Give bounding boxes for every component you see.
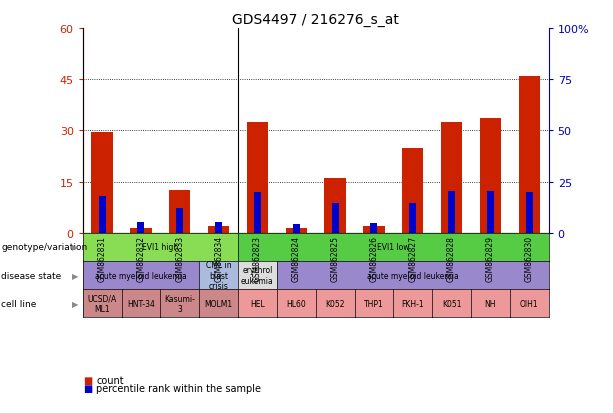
Bar [286, 228, 307, 233]
Bar [364, 226, 384, 233]
Bar [480, 119, 501, 233]
Text: percentile rank within the sample: percentile rank within the sample [96, 383, 261, 393]
Text: THP1: THP1 [364, 299, 384, 308]
Text: GSM862831: GSM862831 [97, 235, 107, 281]
Text: ▶: ▶ [72, 271, 78, 280]
Bar [131, 228, 151, 233]
Text: genotype/variation: genotype/variation [1, 243, 88, 252]
Text: GSM862833: GSM862833 [175, 235, 185, 281]
Text: CML in
blast
crisis: CML in blast crisis [206, 261, 232, 290]
Bar [448, 192, 455, 233]
Text: ▶: ▶ [72, 299, 78, 308]
Text: MOLM1: MOLM1 [205, 299, 233, 308]
Bar [137, 222, 145, 233]
Text: GSM862829: GSM862829 [486, 235, 495, 281]
Bar [324, 179, 346, 233]
Bar [254, 192, 261, 233]
Text: Kasumi-
3: Kasumi- 3 [164, 294, 196, 313]
Bar [487, 192, 494, 233]
Text: GSM862830: GSM862830 [525, 235, 534, 281]
Bar [370, 223, 378, 233]
Text: GSM862826: GSM862826 [370, 235, 378, 281]
Text: ■: ■ [83, 375, 92, 385]
Text: GSM862828: GSM862828 [447, 235, 456, 281]
Text: HL60: HL60 [286, 299, 306, 308]
Text: HNT-34: HNT-34 [127, 299, 155, 308]
Bar [208, 226, 229, 233]
Bar [293, 224, 300, 233]
Title: GDS4497 / 216276_s_at: GDS4497 / 216276_s_at [232, 12, 399, 26]
Text: K052: K052 [326, 299, 345, 308]
Bar [169, 191, 191, 233]
Text: acute myeloid leukemia: acute myeloid leukemia [95, 271, 187, 280]
Bar [441, 123, 462, 233]
Text: OIH1: OIH1 [520, 299, 539, 308]
Text: EVI1 low: EVI1 low [377, 243, 409, 252]
Text: K051: K051 [442, 299, 462, 308]
Text: FKH-1: FKH-1 [402, 299, 424, 308]
Bar [99, 197, 105, 233]
Bar [247, 123, 268, 233]
Text: GSM862824: GSM862824 [292, 235, 301, 281]
Bar [519, 76, 540, 233]
Text: EVI1 high: EVI1 high [142, 243, 178, 252]
Text: acute myeloid leukemia: acute myeloid leukemia [367, 271, 459, 280]
Text: ▶: ▶ [72, 243, 78, 252]
Text: GSM862825: GSM862825 [330, 235, 340, 281]
Bar [91, 133, 113, 233]
Bar [177, 209, 183, 233]
Text: HEL: HEL [250, 299, 265, 308]
Text: GSM862823: GSM862823 [253, 235, 262, 281]
Bar [526, 192, 533, 233]
Text: GSM862834: GSM862834 [214, 235, 223, 281]
Text: UCSD/A
ML1: UCSD/A ML1 [88, 294, 117, 313]
Text: disease state: disease state [1, 271, 61, 280]
Text: cell line: cell line [1, 299, 37, 308]
Bar [402, 148, 424, 233]
Bar [332, 204, 338, 233]
Text: erythrol
eukemia: erythrol eukemia [241, 266, 274, 285]
Text: GSM862827: GSM862827 [408, 235, 417, 281]
Text: ■: ■ [83, 383, 92, 393]
Bar [409, 204, 416, 233]
Text: NH: NH [485, 299, 496, 308]
Bar [215, 222, 222, 233]
Text: GSM862832: GSM862832 [137, 235, 145, 281]
Text: count: count [96, 375, 124, 385]
